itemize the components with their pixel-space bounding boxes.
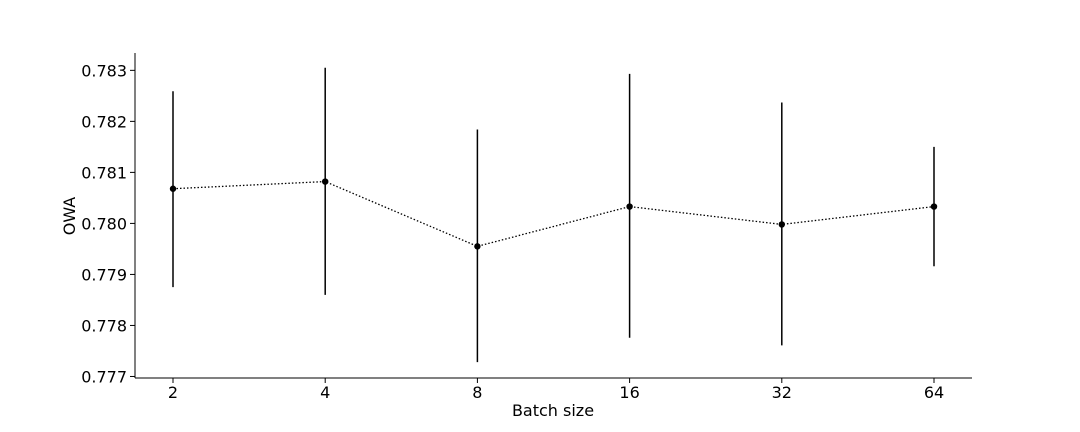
axes bbox=[134, 53, 972, 379]
y-tick-label: 0.778 bbox=[81, 316, 127, 335]
data-point bbox=[930, 203, 938, 210]
data-point bbox=[778, 221, 785, 228]
data-point bbox=[626, 203, 633, 210]
x-ticks: 2 4 8 16 32 64 bbox=[168, 378, 944, 402]
y-axis-label: OWA bbox=[60, 197, 79, 236]
plot-area bbox=[169, 67, 938, 363]
x-tick-label: 8 bbox=[472, 383, 482, 402]
x-axis-label: Batch size bbox=[512, 401, 594, 420]
y-tick-label: 0.783 bbox=[81, 61, 127, 80]
x-tick-label: 64 bbox=[924, 383, 944, 402]
y-tick-label: 0.780 bbox=[81, 214, 127, 233]
data-point bbox=[322, 178, 329, 185]
x-tick-label: 32 bbox=[772, 383, 792, 402]
y-tick-label: 0.779 bbox=[81, 265, 127, 284]
series-line bbox=[172, 180, 935, 248]
y-tick-label: 0.782 bbox=[81, 112, 127, 131]
y-ticks: 0.777 0.778 0.779 0.780 0.781 0.782 0.783 bbox=[81, 61, 135, 386]
x-tick-label: 4 bbox=[320, 383, 330, 402]
y-tick-label: 0.777 bbox=[81, 367, 127, 386]
data-point bbox=[169, 185, 177, 192]
data-point bbox=[474, 243, 481, 250]
x-tick-label: 16 bbox=[619, 383, 639, 402]
y-tick-label: 0.781 bbox=[81, 163, 127, 182]
x-tick-label: 2 bbox=[168, 383, 178, 402]
